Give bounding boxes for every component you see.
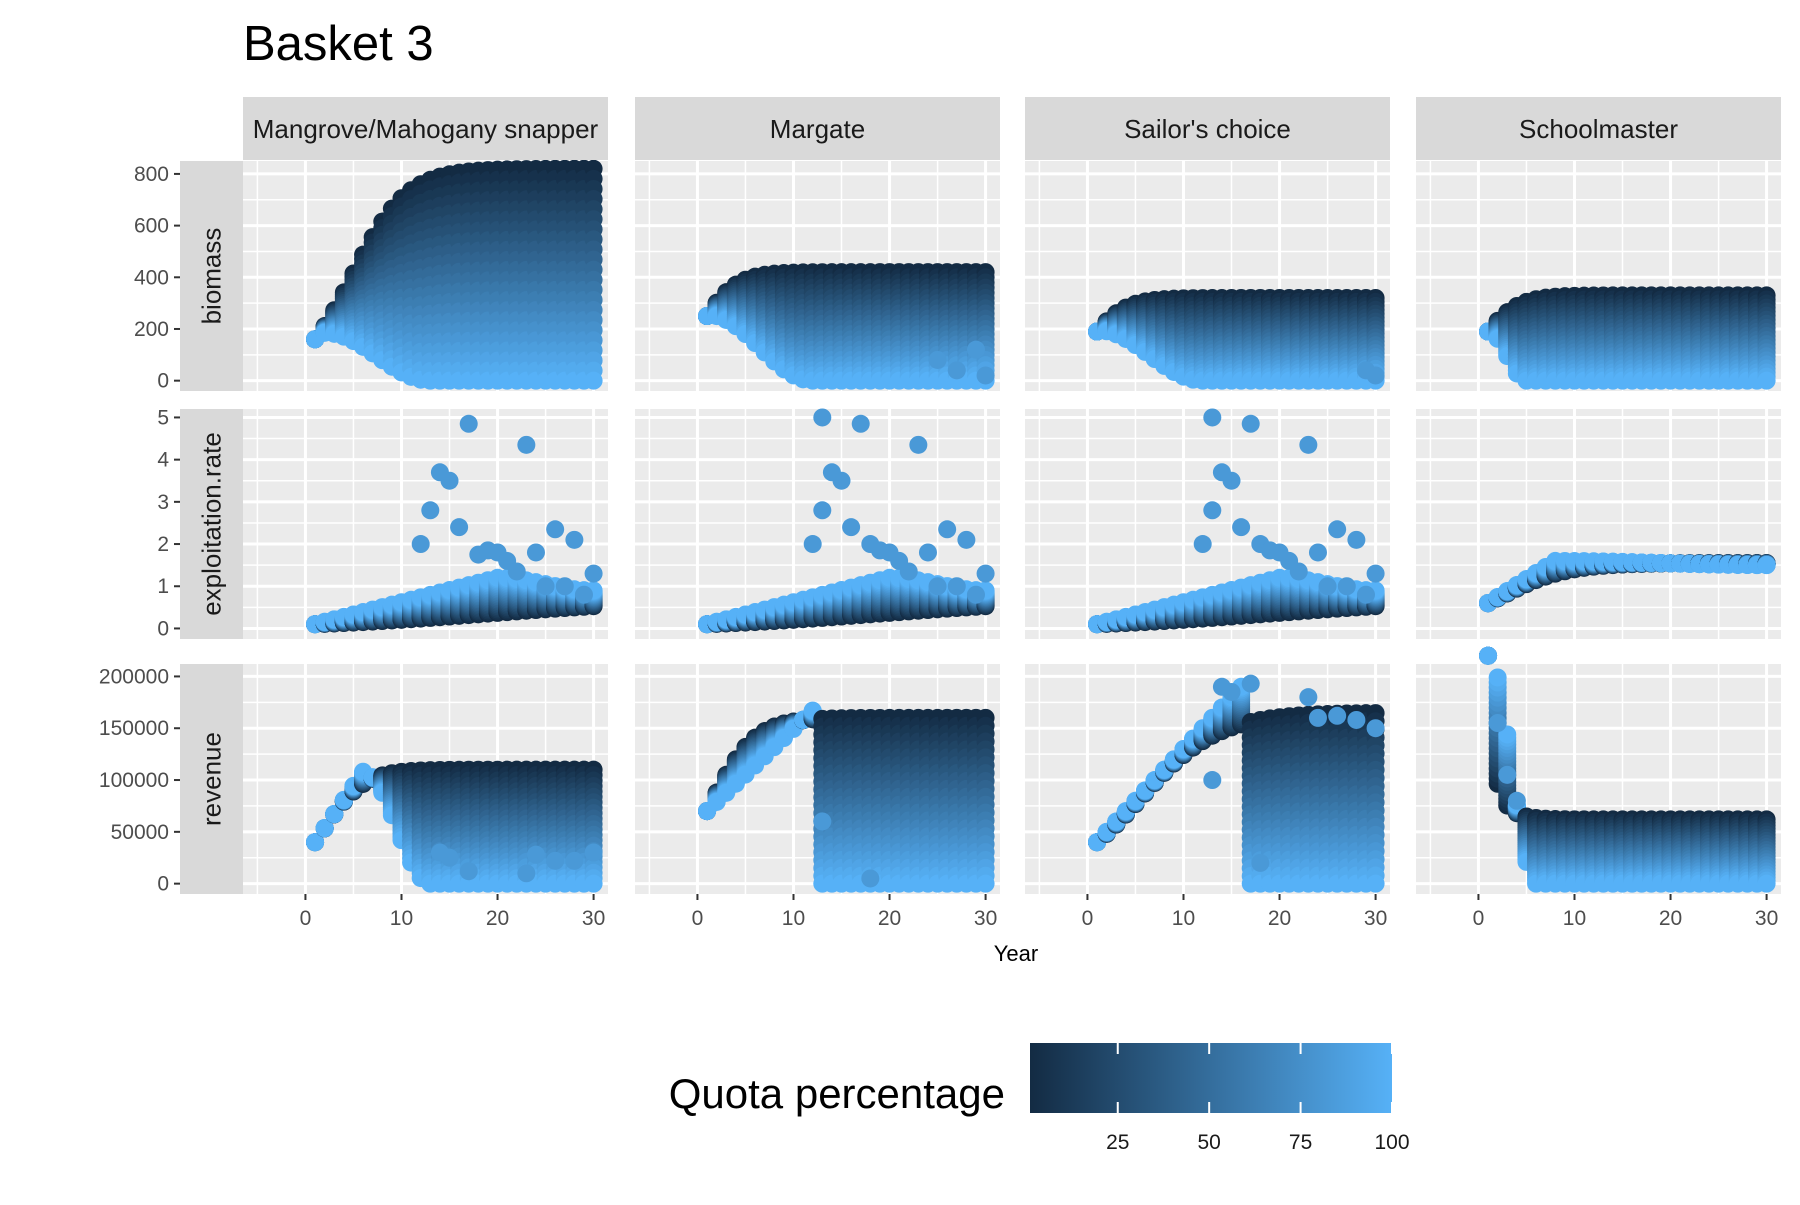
outlier-point <box>441 472 459 490</box>
outlier-point <box>919 543 937 561</box>
outlier-point <box>1242 415 1260 433</box>
panel-0-0 <box>243 160 608 391</box>
panel-0-1 <box>635 161 1000 391</box>
outlier-point <box>977 565 995 583</box>
outlier-point <box>977 366 995 384</box>
outlier-point <box>1203 501 1221 519</box>
outlier-point <box>1347 531 1365 549</box>
outlier-point <box>508 562 526 580</box>
panel-1-3 <box>1416 409 1781 639</box>
outlier-point <box>948 577 966 595</box>
outlier-point <box>938 520 956 538</box>
outlier-point <box>1232 518 1250 536</box>
outlier-point <box>833 472 851 490</box>
outlier-point <box>948 361 966 379</box>
x-axis-title: Year <box>994 941 1038 966</box>
outlier-point <box>1367 565 1385 583</box>
outlier-point <box>1194 535 1212 553</box>
outlier-point <box>957 531 975 549</box>
outlier-point <box>546 520 564 538</box>
outlier-point <box>967 586 985 604</box>
outlier-point <box>1290 562 1308 580</box>
outlier-point <box>412 535 430 553</box>
outlier-point <box>1299 436 1317 454</box>
outlier-point <box>517 436 535 454</box>
outlier-point <box>967 341 985 359</box>
outlier-point <box>1338 577 1356 595</box>
outlier-point <box>1328 520 1346 538</box>
panel-1-2 <box>1025 408 1390 639</box>
panel-1-1 <box>635 408 1000 639</box>
outlier-point <box>804 535 822 553</box>
outlier-point <box>421 501 439 519</box>
outlier-point <box>900 562 918 580</box>
data-point <box>1758 372 1776 390</box>
panel-1-0 <box>243 409 608 639</box>
outlier-point <box>909 436 927 454</box>
outlier-point <box>537 577 555 595</box>
outlier-point <box>565 531 583 549</box>
chart-title: Basket 3 <box>243 17 434 71</box>
outlier-point <box>1367 366 1385 384</box>
outlier-point <box>813 501 831 519</box>
outlier-point <box>556 577 574 595</box>
outlier-point <box>813 408 831 426</box>
outlier-point <box>1203 408 1221 426</box>
outlier-point <box>585 565 603 583</box>
outlier-point <box>450 518 468 536</box>
outlier-point <box>1357 586 1375 604</box>
outlier-point <box>1309 543 1327 561</box>
panel-0-3 <box>1416 161 1781 391</box>
outlier-point <box>842 518 860 536</box>
data-point <box>585 372 603 390</box>
outlier-point <box>929 351 947 369</box>
outlier-point <box>852 415 870 433</box>
outlier-point <box>1223 472 1241 490</box>
panel-0-2 <box>1025 161 1390 391</box>
outlier-point <box>929 577 947 595</box>
panel-points <box>1479 286 1776 389</box>
panel-background <box>1416 409 1781 639</box>
outlier-point <box>460 415 478 433</box>
outlier-point <box>1319 577 1337 595</box>
outlier-point <box>575 586 593 604</box>
outlier-point <box>527 543 545 561</box>
